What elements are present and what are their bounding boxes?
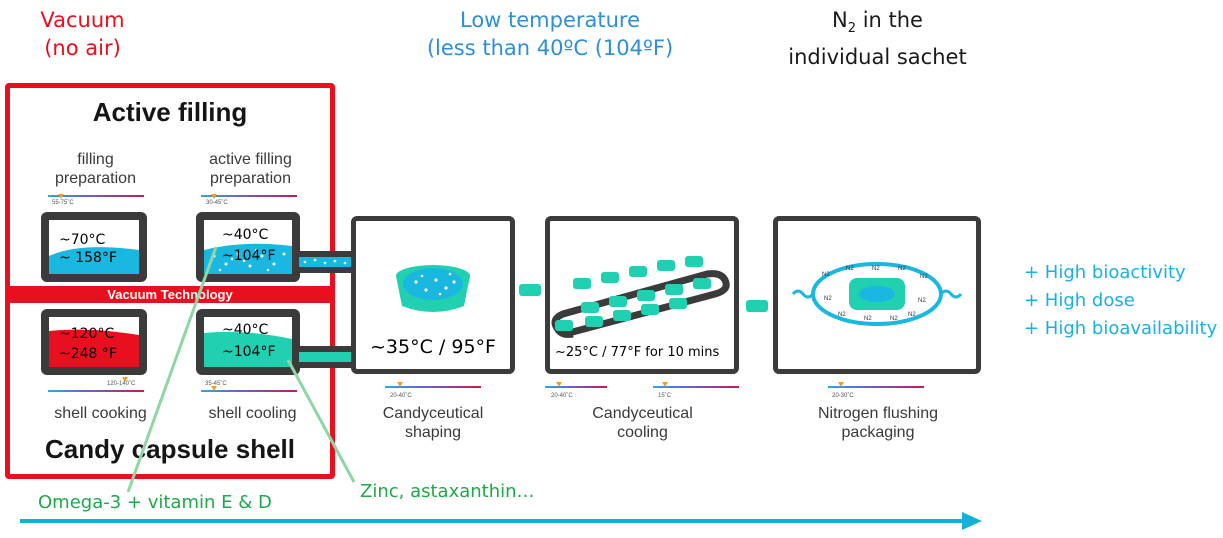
shell-pipe-flow xyxy=(299,352,355,362)
vacuum-panel xyxy=(5,83,335,479)
active-filling-title: Active filling xyxy=(92,97,248,127)
n2-label-7: N2 xyxy=(918,298,926,304)
vacuum-header-line1: Vacuum xyxy=(40,8,125,32)
cooling-conveyor xyxy=(551,256,730,338)
low-temperature-line2: (less than 40ºC (104ºF) xyxy=(426,36,674,60)
n2-label-11: N2 xyxy=(908,312,916,318)
cooling-marker-2 xyxy=(662,382,668,387)
omega-ingredient-label: Omega-3 + vitamin E & D xyxy=(38,492,272,513)
candy-capsule-shell-title: Candy capsule shell xyxy=(45,434,295,464)
packaging-marker xyxy=(838,382,844,387)
n2-label-8: N2 xyxy=(838,312,846,318)
zinc-ingredient-label: Zinc, astaxanthin… xyxy=(360,481,535,502)
vacuum-header: Vacuum (no air) xyxy=(20,6,145,62)
shell-cooling-temp-bar xyxy=(201,390,297,392)
shell-cooking-tank xyxy=(41,309,147,375)
filling-preparation-temp-bar xyxy=(48,195,144,197)
low-temperature-header: Low temperature (less than 40ºC (104ºF) xyxy=(400,6,700,62)
n2-label-6: N2 xyxy=(824,296,832,302)
cooling-temp-bar-2 xyxy=(653,386,739,388)
n2-label-1: N2 xyxy=(822,272,830,278)
low-temperature-line1: Low temperature xyxy=(459,8,641,32)
filling-preparation-range: 55-75˚C xyxy=(52,200,74,206)
cooling-marker-1 xyxy=(556,382,562,387)
shaping-candy-icon xyxy=(396,265,470,312)
cooling-label: Candyceutical cooling xyxy=(592,405,693,441)
active-filling-liquid xyxy=(204,243,292,274)
active-filling-preparation-label: active filling preparation xyxy=(209,151,292,187)
filling-preparation-liquid xyxy=(49,247,139,274)
filling-pipe-flow xyxy=(299,257,355,267)
filling-preparation-marker xyxy=(58,194,64,199)
omega-connector-line xyxy=(126,246,218,493)
shell-cooking-temp-c: ~120°C xyxy=(59,326,115,342)
shell-cooking-temp-f: ~248 °F xyxy=(59,346,117,362)
n2-label-5: N2 xyxy=(920,274,928,280)
shell-cooking-label: shell cooking xyxy=(54,405,147,422)
active-filling-tank xyxy=(196,212,300,282)
active-filling-marker xyxy=(211,194,217,199)
packaging-range: 20-30˚C xyxy=(832,393,854,399)
packaging-station xyxy=(773,216,981,374)
zinc-connector-line xyxy=(286,359,356,483)
benefit-bioactivity: + High bioactivity xyxy=(1024,262,1186,283)
n2-label-10: N2 xyxy=(890,316,898,322)
shell-cooking-temp-bar xyxy=(48,390,144,392)
process-arrow xyxy=(20,512,982,530)
shaping-temp: ~35°C / 95°F xyxy=(370,336,496,358)
shaping-range: 20-40˚C xyxy=(390,393,412,399)
shell-cooking-range: 120-140˚C xyxy=(107,381,136,387)
shell-cooling-range: 35-45˚C xyxy=(205,381,227,387)
shell-cooking-marker xyxy=(122,377,128,382)
cooling-range-1: 20-40˚C xyxy=(551,393,573,399)
n2-label-9: N2 xyxy=(864,316,872,322)
shaping-marker xyxy=(397,382,403,387)
shaping-temp-bar xyxy=(385,386,481,388)
shell-cooling-marker xyxy=(211,386,217,391)
cooling-range-2: 15˚C xyxy=(658,393,672,399)
n2-label-2: N2 xyxy=(846,266,854,272)
packaging-label: Nitrogen flushing packaging xyxy=(817,405,939,441)
shell-cooling-label: shell cooling xyxy=(208,405,297,422)
filling-pipe-bubbles xyxy=(303,258,347,265)
filling-preparation-temp-c: ~70°C xyxy=(59,232,106,248)
benefits-list: + High bioactivity + High dose + High bi… xyxy=(1024,259,1217,343)
active-filling-range: 30-45˚C xyxy=(206,200,228,206)
transfer-candy-2 xyxy=(746,300,768,312)
benefit-dose: + High dose xyxy=(1024,290,1135,311)
active-filling-temp-c: ~40°C xyxy=(222,227,269,243)
shell-cooling-tank xyxy=(196,309,300,375)
active-filling-temp-f: ~104°F xyxy=(222,248,276,264)
n2-label-4: N2 xyxy=(898,266,906,272)
shell-cooling-liquid xyxy=(204,331,292,367)
vacuum-header-line2: (no air) xyxy=(44,36,121,60)
packaging-sachet xyxy=(791,262,963,326)
packaging-temp-bar xyxy=(828,386,924,388)
vacuum-technology-band xyxy=(5,286,335,303)
shaping-label: Candyceutical shaping xyxy=(382,405,484,441)
shaping-station xyxy=(351,216,515,374)
filling-preparation-label: filling preparation xyxy=(55,151,136,187)
shell-cooling-temp-c: ~40°C xyxy=(222,322,269,338)
nitrogen-header-line2: individual sachet xyxy=(788,45,967,70)
nitrogen-header: N2 in the individual sachet xyxy=(770,6,985,71)
cooling-temp-bar-1 xyxy=(545,386,607,388)
filling-preparation-tank xyxy=(41,212,147,282)
shell-cooling-temp-f: ~104°F xyxy=(222,344,276,360)
shell-cooking-liquid xyxy=(49,329,139,367)
benefit-bioavailability: + High bioavailability xyxy=(1024,318,1218,339)
active-filling-temp-bar xyxy=(201,195,297,197)
transfer-candy-1 xyxy=(519,284,541,296)
cooling-temp: ~25°C / 77°F for 10 mins xyxy=(555,345,720,360)
nitrogen-header-line1: N2 in the xyxy=(832,8,923,37)
n2-label-3: N2 xyxy=(872,266,880,272)
filling-preparation-temp-f: ~ 158°F xyxy=(59,250,117,266)
